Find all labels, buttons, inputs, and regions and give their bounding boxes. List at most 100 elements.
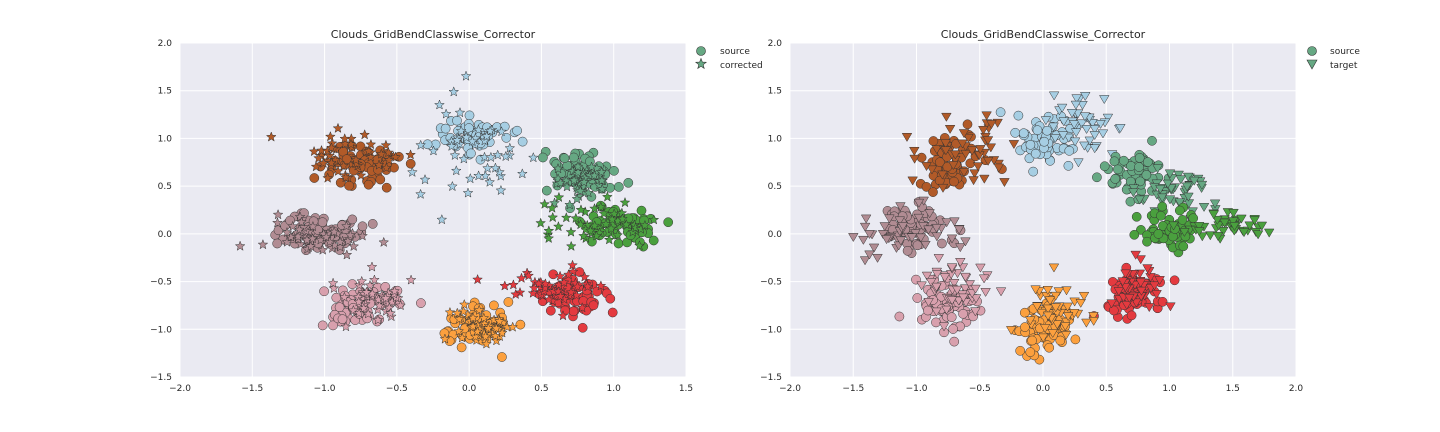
left-corrected-point [481, 130, 493, 142]
left-corrected-point [494, 315, 505, 327]
left-corrected-point [356, 275, 368, 286]
left-x-tick-label: 1.5 [679, 384, 693, 394]
left-corrected-point [383, 154, 395, 165]
left-source-point [272, 238, 283, 249]
right-source-point [923, 305, 933, 316]
left-source-point [347, 214, 358, 225]
left-corrected-point [549, 197, 560, 208]
right-target-point [940, 139, 951, 149]
left-corrected-point [543, 232, 555, 244]
right-source-point [1070, 334, 1081, 345]
left-corrected-point [546, 202, 558, 213]
left-corrected-point [384, 307, 396, 319]
left-corrected-point [535, 217, 547, 228]
right-x-tick-label: −1.5 [842, 384, 864, 394]
right-target-point [1218, 227, 1229, 236]
left-ticks: −2.0 −1.5 −1.0 −0.5 0.0 0.5 1.0 1.5−1.5−1.0−0.5… [150, 39, 693, 394]
left-corrected-point [552, 285, 564, 297]
right-target-point [913, 198, 925, 208]
right-target-point [1089, 144, 1100, 154]
left-corrected-point [539, 198, 551, 209]
left-corrected-point [365, 138, 377, 150]
left-corrected-point [630, 222, 642, 233]
right-chart-title: Clouds_GridBendClasswise_Corrector [941, 28, 1146, 41]
right-source-point [935, 157, 945, 168]
left-corrected-point [455, 125, 467, 136]
right-source-point [1015, 345, 1026, 356]
right-x-tick-label: 2.0 [1289, 384, 1304, 394]
right-target-point [1117, 277, 1128, 287]
left-corrected-point [565, 286, 577, 298]
left-corrected-point [489, 330, 501, 341]
left-corrected-point [351, 157, 363, 169]
left-source-point [636, 205, 647, 216]
right-target-point [1155, 184, 1166, 194]
right-target-point [1037, 333, 1049, 343]
right-target-point [931, 282, 942, 292]
right-x-tick-label: −2.0 [779, 384, 801, 394]
right-target-point [924, 209, 935, 219]
right-source-point [928, 136, 939, 146]
left-source-point [456, 342, 467, 353]
right-target-point [1130, 250, 1141, 260]
right-target-point [1152, 164, 1163, 174]
right-target-point [931, 307, 942, 317]
left-source-point [545, 305, 556, 316]
left-corrected-point [458, 298, 470, 310]
right-target-point [1057, 131, 1069, 141]
right-target-point [1031, 302, 1043, 312]
right-target-point [1095, 120, 1106, 129]
left-source-point [663, 217, 674, 228]
right-source-point [948, 324, 958, 334]
left-corrected-point [606, 213, 618, 225]
right-target-point [925, 278, 937, 287]
right-target-point [859, 222, 871, 232]
right-target-point [949, 217, 960, 227]
right-target-point [1076, 119, 1088, 129]
left-corrected-point [324, 236, 336, 247]
right-source-point [1027, 335, 1037, 346]
left-source-point [568, 306, 579, 317]
left-corrected-point [595, 201, 607, 212]
left-corrected-point [595, 280, 607, 291]
left-corrected-point [294, 223, 305, 235]
right-target-point [933, 254, 945, 264]
left-source-point [541, 185, 552, 196]
left-corrected-point [598, 207, 610, 219]
left-corrected-point [350, 154, 362, 165]
right-target-point [881, 235, 892, 245]
left-corrected-point [473, 124, 484, 135]
left-corrected-point [555, 290, 566, 301]
right-target-point [969, 169, 980, 179]
right-target-point [1164, 195, 1176, 205]
left-source-point [517, 136, 528, 147]
right-target-point [1181, 182, 1193, 192]
right-target-point [1053, 287, 1065, 297]
left-corrected-point [353, 307, 365, 318]
left-corrected-point [272, 217, 283, 228]
left-corrected-point [454, 106, 466, 118]
left-corrected-point [507, 321, 519, 332]
left-corrected-point [341, 249, 353, 260]
right-target-point [1062, 302, 1073, 312]
right-source-point [1030, 148, 1041, 159]
right-target-point [963, 133, 974, 143]
left-corrected-point [359, 129, 371, 140]
left-grid [179, 42, 687, 378]
left-y-tick-label: −1.0 [150, 325, 172, 335]
left-corrected-point [366, 261, 378, 272]
left-corrected-point [332, 165, 344, 176]
left-x-tick-label: 0.0 [462, 384, 477, 394]
left-corrected-point [567, 266, 579, 277]
right-target-point [1030, 285, 1041, 295]
right-source-point [1188, 213, 1199, 224]
left-corrected-point [596, 166, 607, 177]
left-x-tick-label: −1.5 [241, 384, 263, 394]
left-corrected-point [563, 268, 574, 280]
right-target-point [939, 273, 951, 283]
right-target-point [1050, 291, 1061, 301]
right-points [848, 91, 1275, 365]
right-target-point [1040, 116, 1052, 126]
right-target-point [970, 307, 981, 317]
left-corrected-point [565, 240, 577, 251]
